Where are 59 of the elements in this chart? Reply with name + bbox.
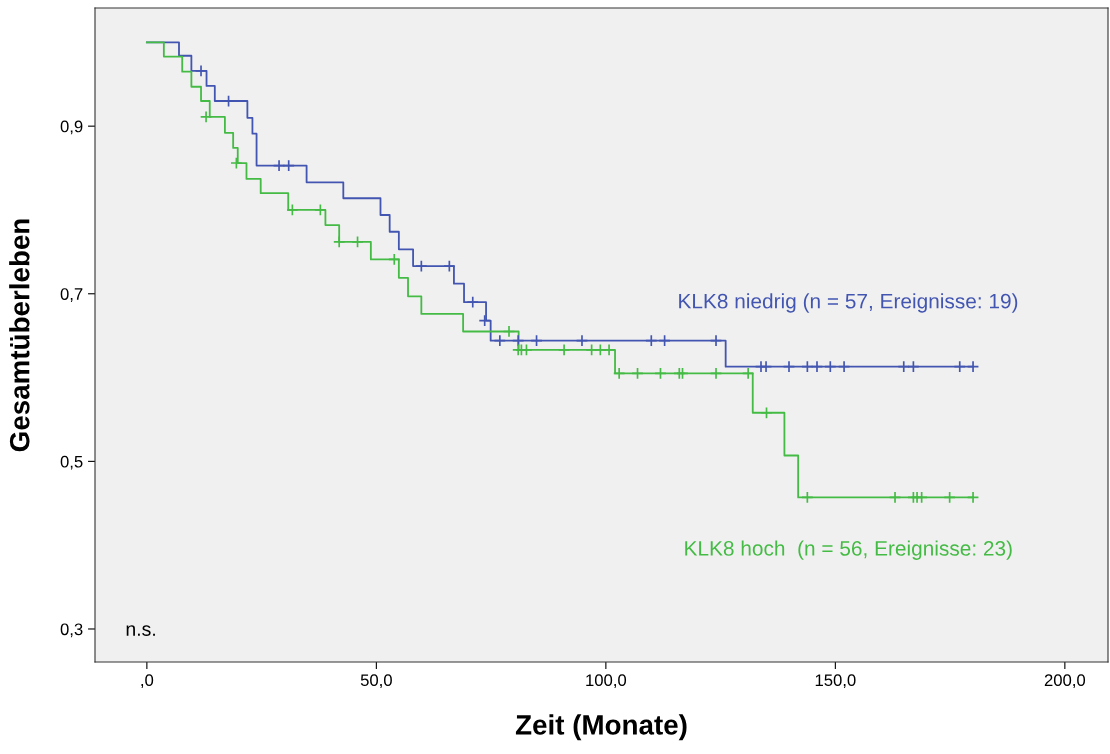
- x-tick-label: ,0: [141, 674, 154, 689]
- point: [645, 334, 658, 347]
- x-tick-label: 100,0: [586, 674, 627, 689]
- point: [966, 491, 980, 504]
- point: [953, 360, 966, 373]
- point: [782, 360, 796, 373]
- point: [478, 314, 491, 327]
- y-tick-label: 0,3: [60, 623, 83, 638]
- annotation: n.s.: [126, 625, 155, 636]
- point: [594, 343, 607, 357]
- point: [654, 367, 667, 380]
- point: [943, 491, 956, 504]
- point: [230, 156, 243, 170]
- point: [286, 203, 299, 217]
- x-tick-label: 200,0: [1044, 674, 1086, 689]
- series-label: KLK8 niedrig (n = 57, Ereignisse: 19): [679, 293, 1018, 313]
- point: [658, 334, 671, 347]
- point: [824, 360, 837, 373]
- point: [888, 491, 902, 504]
- point: [194, 64, 208, 78]
- point: [466, 295, 479, 309]
- point: [314, 203, 327, 217]
- point: [493, 334, 507, 347]
- point: [907, 360, 920, 373]
- point: [837, 360, 851, 373]
- point: [332, 235, 346, 249]
- point: [709, 334, 723, 347]
- x-tick-label: 150,0: [815, 674, 856, 689]
- point: [557, 343, 571, 357]
- point: [388, 253, 401, 266]
- point: [272, 159, 286, 172]
- point: [741, 367, 755, 380]
- point: [351, 235, 364, 249]
- x-tick-label: 50,0: [360, 674, 392, 689]
- point: [502, 325, 516, 338]
- x-axis-title: Zeit (Monate): [515, 714, 687, 741]
- point: [612, 367, 626, 380]
- point: [585, 343, 598, 357]
- y-tick-label: 0,7: [60, 288, 83, 302]
- point: [415, 259, 428, 273]
- point: [966, 360, 980, 373]
- point: [760, 406, 773, 419]
- text: KLK8 hoch (n = 56, Ereignisse: 23): [685, 540, 1012, 560]
- point: [801, 360, 814, 373]
- point: [810, 360, 824, 373]
- point: [631, 367, 644, 380]
- y-tick-label: 0,9: [60, 120, 83, 135]
- point: [801, 491, 814, 504]
- point: [511, 334, 525, 347]
- point: [897, 360, 910, 373]
- point: [530, 334, 543, 347]
- point: [199, 110, 213, 124]
- y-tick-label: 0,5: [60, 455, 83, 470]
- point: [575, 334, 589, 347]
- point: [709, 367, 723, 380]
- y-axis-title: Gesamtüberleben: [9, 219, 30, 452]
- point: [602, 343, 616, 357]
- point: [282, 159, 295, 172]
- point: [443, 259, 456, 273]
